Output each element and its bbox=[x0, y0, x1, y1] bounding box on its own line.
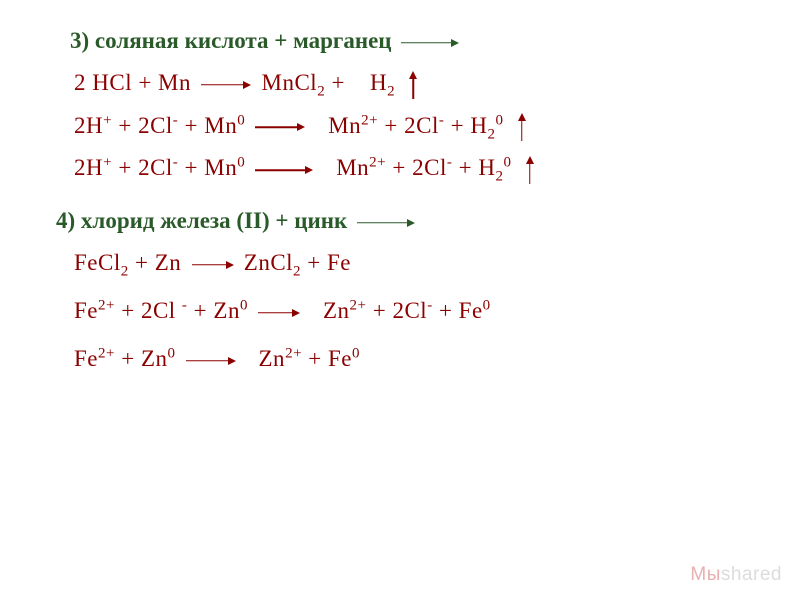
arrow-right-icon bbox=[255, 120, 305, 134]
superscript: 0 bbox=[240, 298, 248, 314]
superscript: 2+ bbox=[285, 346, 302, 362]
eq-part: FeCl bbox=[74, 250, 121, 275]
equation-4-2: Fe2+ + 2Cl - + Zn0 Zn2+ + 2Cl- + Fe0 bbox=[74, 298, 760, 324]
eq-part: + Zn bbox=[129, 250, 182, 275]
eq-part: + Mn bbox=[178, 155, 237, 180]
eq-part: Zn bbox=[259, 346, 286, 371]
superscript: 2+ bbox=[361, 112, 378, 128]
superscript: 2+ bbox=[98, 346, 115, 362]
subscript: 2 bbox=[121, 264, 129, 280]
arrow-right-icon bbox=[401, 36, 459, 50]
eq-part: + Zn bbox=[115, 346, 168, 371]
eq-part: + Fe bbox=[302, 346, 352, 371]
superscript: 2+ bbox=[369, 155, 386, 171]
eq-part: + H bbox=[444, 113, 487, 138]
arrow-right-icon bbox=[357, 216, 415, 230]
superscript: 0 bbox=[483, 298, 491, 314]
superscript: 0 bbox=[352, 346, 360, 362]
subscript: 2 bbox=[495, 169, 503, 185]
superscript: 2+ bbox=[98, 298, 115, 314]
superscript: 0 bbox=[503, 155, 511, 171]
eq-part: + 2Cl bbox=[112, 113, 173, 138]
eq-part: 2H bbox=[74, 113, 103, 138]
superscript: 0 bbox=[237, 112, 245, 128]
subscript: 2 bbox=[387, 84, 395, 100]
eq-part: Fe bbox=[74, 346, 98, 371]
eq-part: Fe bbox=[74, 298, 98, 323]
arrow-right-icon bbox=[186, 354, 236, 368]
section4-heading: 4) хлорид железа (II) + цинк bbox=[56, 208, 760, 234]
superscript: + bbox=[103, 112, 112, 128]
arrow-right-icon bbox=[258, 306, 300, 320]
heading-text: 3) соляная кислота + марганец bbox=[70, 28, 392, 53]
subscript: 2 bbox=[317, 84, 325, 100]
eq-part: Mn bbox=[328, 113, 361, 138]
watermark-my: Мы bbox=[690, 564, 720, 585]
equation-4-1: FeCl2 + Zn ZnCl2 + Fe bbox=[74, 250, 760, 276]
slide-content: 3) соляная кислота + марганец 2 HCl + Mn… bbox=[0, 0, 800, 406]
subscript: 2 bbox=[487, 126, 495, 142]
eq-part: Mn bbox=[336, 155, 369, 180]
eq-lhs: 2 HCl + Mn bbox=[74, 70, 191, 95]
arrow-up-icon bbox=[524, 156, 536, 184]
eq-part: + 2Cl bbox=[378, 113, 439, 138]
section3-heading: 3) соляная кислота + марганец bbox=[70, 28, 760, 54]
eq-part: + Zn bbox=[187, 298, 240, 323]
eq-part: + 2Cl bbox=[115, 298, 182, 323]
eq-part: ZnCl bbox=[244, 250, 293, 275]
equation-3-3: 2H+ + 2Cl- + Mn0 Mn2+ + 2Cl- + H20 bbox=[74, 155, 760, 184]
watermark-shared: shared bbox=[721, 564, 782, 585]
equation-3-1: 2 HCl + Mn MnCl2 + H2 bbox=[74, 70, 760, 99]
equation-3-2: 2H+ + 2Cl- + Mn0 Mn2+ + 2Cl- + H20 bbox=[74, 113, 760, 142]
superscript: 0 bbox=[168, 346, 176, 362]
eq-part: + Mn bbox=[178, 113, 237, 138]
eq-part: H bbox=[370, 70, 387, 95]
eq-part: + 2Cl bbox=[386, 155, 447, 180]
superscript: 0 bbox=[237, 155, 245, 171]
eq-part: + H bbox=[452, 155, 495, 180]
eq-part: + bbox=[331, 70, 344, 95]
heading-text: 4) хлорид железа (II) + цинк bbox=[56, 208, 347, 233]
superscript: 2+ bbox=[350, 298, 367, 314]
eq-part: 2H bbox=[74, 155, 103, 180]
subscript: 2 bbox=[293, 264, 301, 280]
eq-part: MnCl bbox=[262, 70, 318, 95]
arrow-up-icon bbox=[407, 71, 419, 99]
eq-part: + 2Cl bbox=[112, 155, 173, 180]
watermark: Мыshared bbox=[690, 564, 782, 586]
eq-part: + 2Cl bbox=[366, 298, 427, 323]
eq-part: Zn bbox=[323, 298, 350, 323]
arrow-right-icon bbox=[192, 258, 234, 272]
eq-part: + Fe bbox=[301, 250, 351, 275]
equation-4-3: Fe2+ + Zn0 Zn2+ + Fe0 bbox=[74, 346, 760, 372]
superscript: 0 bbox=[495, 112, 503, 128]
arrow-up-icon bbox=[516, 113, 528, 141]
eq-part: + Fe bbox=[433, 298, 483, 323]
arrow-right-icon bbox=[255, 163, 313, 177]
arrow-right-icon bbox=[201, 78, 251, 92]
superscript: + bbox=[103, 155, 112, 171]
